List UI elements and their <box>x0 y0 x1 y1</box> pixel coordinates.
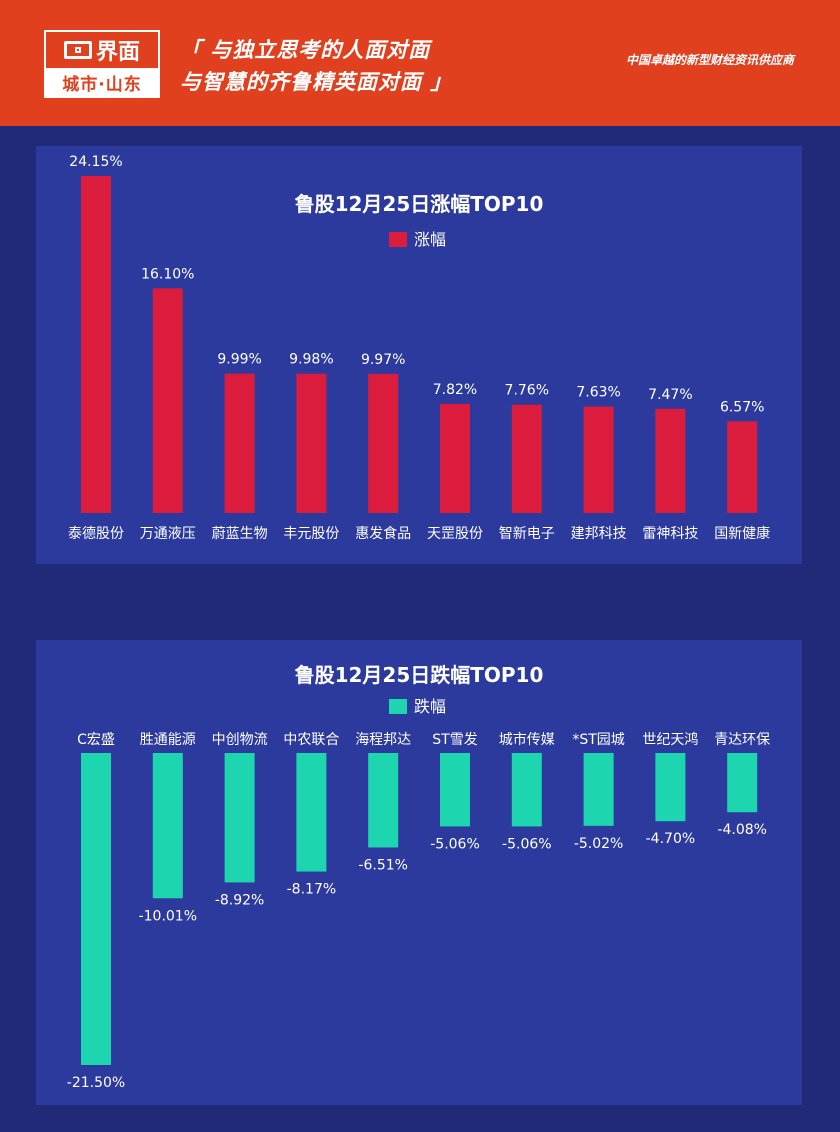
bar <box>511 404 542 513</box>
header-banner: 界面 城市·山东 「 与独立思考的人面对面 与智慧的齐鲁精英面对面 」 中国卓越… <box>0 0 840 126</box>
bar <box>583 406 614 513</box>
data-label: 9.98% <box>289 352 333 368</box>
data-label: -10.01% <box>139 908 197 924</box>
category-label: 蔚蓝生物 <box>212 526 268 542</box>
data-label: 24.15% <box>69 154 122 170</box>
logo-main: 界面 <box>46 32 158 68</box>
data-label: -6.51% <box>358 857 408 873</box>
logo-main-text: 界面 <box>95 40 140 65</box>
legend-swatch <box>389 699 407 714</box>
data-label: -5.06% <box>502 836 552 852</box>
logo-sub: 城市·山东 <box>46 68 158 96</box>
category-label: 泰德股份 <box>68 526 124 542</box>
bar <box>368 753 399 848</box>
chart-title: 鲁股12月25日涨幅TOP10 <box>295 192 544 216</box>
category-label: 建邦科技 <box>571 526 627 542</box>
data-label: 16.10% <box>141 266 194 282</box>
data-label: 6.57% <box>720 399 764 415</box>
category-label: 丰元股份 <box>283 526 339 542</box>
losers-chart: 鲁股12月25日跌幅TOP10 跌幅 -21.50% C宏盛 -10.01% 胜通能源 -8… <box>67 663 770 1091</box>
losers-chart-panel: 鲁股12月25日跌幅TOP10 跌幅 -21.50% C宏盛 -10.01% 胜通能源 -8… <box>36 640 802 1105</box>
slogan-line-2: 与智慧的齐鲁精英面对面 」 <box>180 70 453 94</box>
category-label: 中农联合 <box>283 732 339 748</box>
category-label: 海程邦达 <box>355 732 411 748</box>
chart-title: 鲁股12月25日跌幅TOP10 <box>295 663 544 687</box>
data-label: -8.17% <box>287 882 337 898</box>
gainers-chart: 鲁股12月25日涨幅TOP10 涨幅 24.15% 泰德股份 16.10% 万通液压 9.9… <box>68 154 770 542</box>
bar <box>296 753 327 872</box>
bar <box>152 288 183 513</box>
logo-mark-icon <box>63 41 92 59</box>
bar <box>727 421 758 513</box>
data-label: 7.76% <box>505 383 549 399</box>
bar <box>152 753 183 899</box>
bar <box>224 373 255 513</box>
category-label: 青达环保 <box>714 732 770 748</box>
bar <box>511 753 542 827</box>
gainers-chart-panel: 鲁股12月25日涨幅TOP10 涨幅 24.15% 泰德股份 16.10% 万通液压 9.9… <box>36 146 802 564</box>
category-label: 城市传媒 <box>499 731 555 748</box>
category-label: 国新健康 <box>714 525 770 542</box>
category-label: 胜通能源 <box>140 732 196 748</box>
data-label: -8.92% <box>215 892 265 908</box>
data-label: 7.82% <box>433 382 477 398</box>
tagline: 中国卓越的新型财经资讯供应商 <box>625 53 794 67</box>
data-label: -4.08% <box>717 822 767 838</box>
bar <box>440 753 470 827</box>
category-label: 天罡股份 <box>427 526 483 542</box>
data-label: 7.63% <box>576 385 620 401</box>
category-label: 智新电子 <box>499 526 555 542</box>
category-label: 万通液压 <box>140 526 196 542</box>
bar <box>583 753 614 826</box>
bar <box>727 753 758 813</box>
data-label: -5.02% <box>574 836 624 852</box>
bar <box>655 753 686 822</box>
data-label: 9.99% <box>217 352 261 368</box>
bar <box>368 373 399 513</box>
data-label: -5.06% <box>430 836 480 852</box>
category-label: C宏盛 <box>77 732 115 748</box>
legend-swatch <box>389 232 407 247</box>
bar <box>655 408 686 513</box>
category-label: 中创物流 <box>212 732 268 748</box>
data-label: -4.70% <box>646 831 696 847</box>
bar <box>296 373 327 513</box>
data-label: -21.50% <box>67 1075 125 1091</box>
bar <box>81 753 111 1065</box>
category-label: ST雪发 <box>432 732 477 748</box>
bar <box>224 753 255 883</box>
category-label: *ST园城 <box>572 732 624 748</box>
category-label: 雷神科技 <box>642 526 698 542</box>
logo: 界面 城市·山东 <box>44 30 160 98</box>
legend-label: 跌幅 <box>414 697 446 716</box>
bar <box>81 176 111 513</box>
legend-label: 涨幅 <box>414 230 446 249</box>
category-label: 惠发食品 <box>355 525 411 542</box>
data-label: 9.97% <box>361 352 405 368</box>
category-label: 世纪天鸿 <box>642 731 698 748</box>
slogan-line-1: 「 与独立思考的人面对面 <box>180 38 431 62</box>
data-label: 7.47% <box>648 387 692 403</box>
bar <box>440 403 470 513</box>
